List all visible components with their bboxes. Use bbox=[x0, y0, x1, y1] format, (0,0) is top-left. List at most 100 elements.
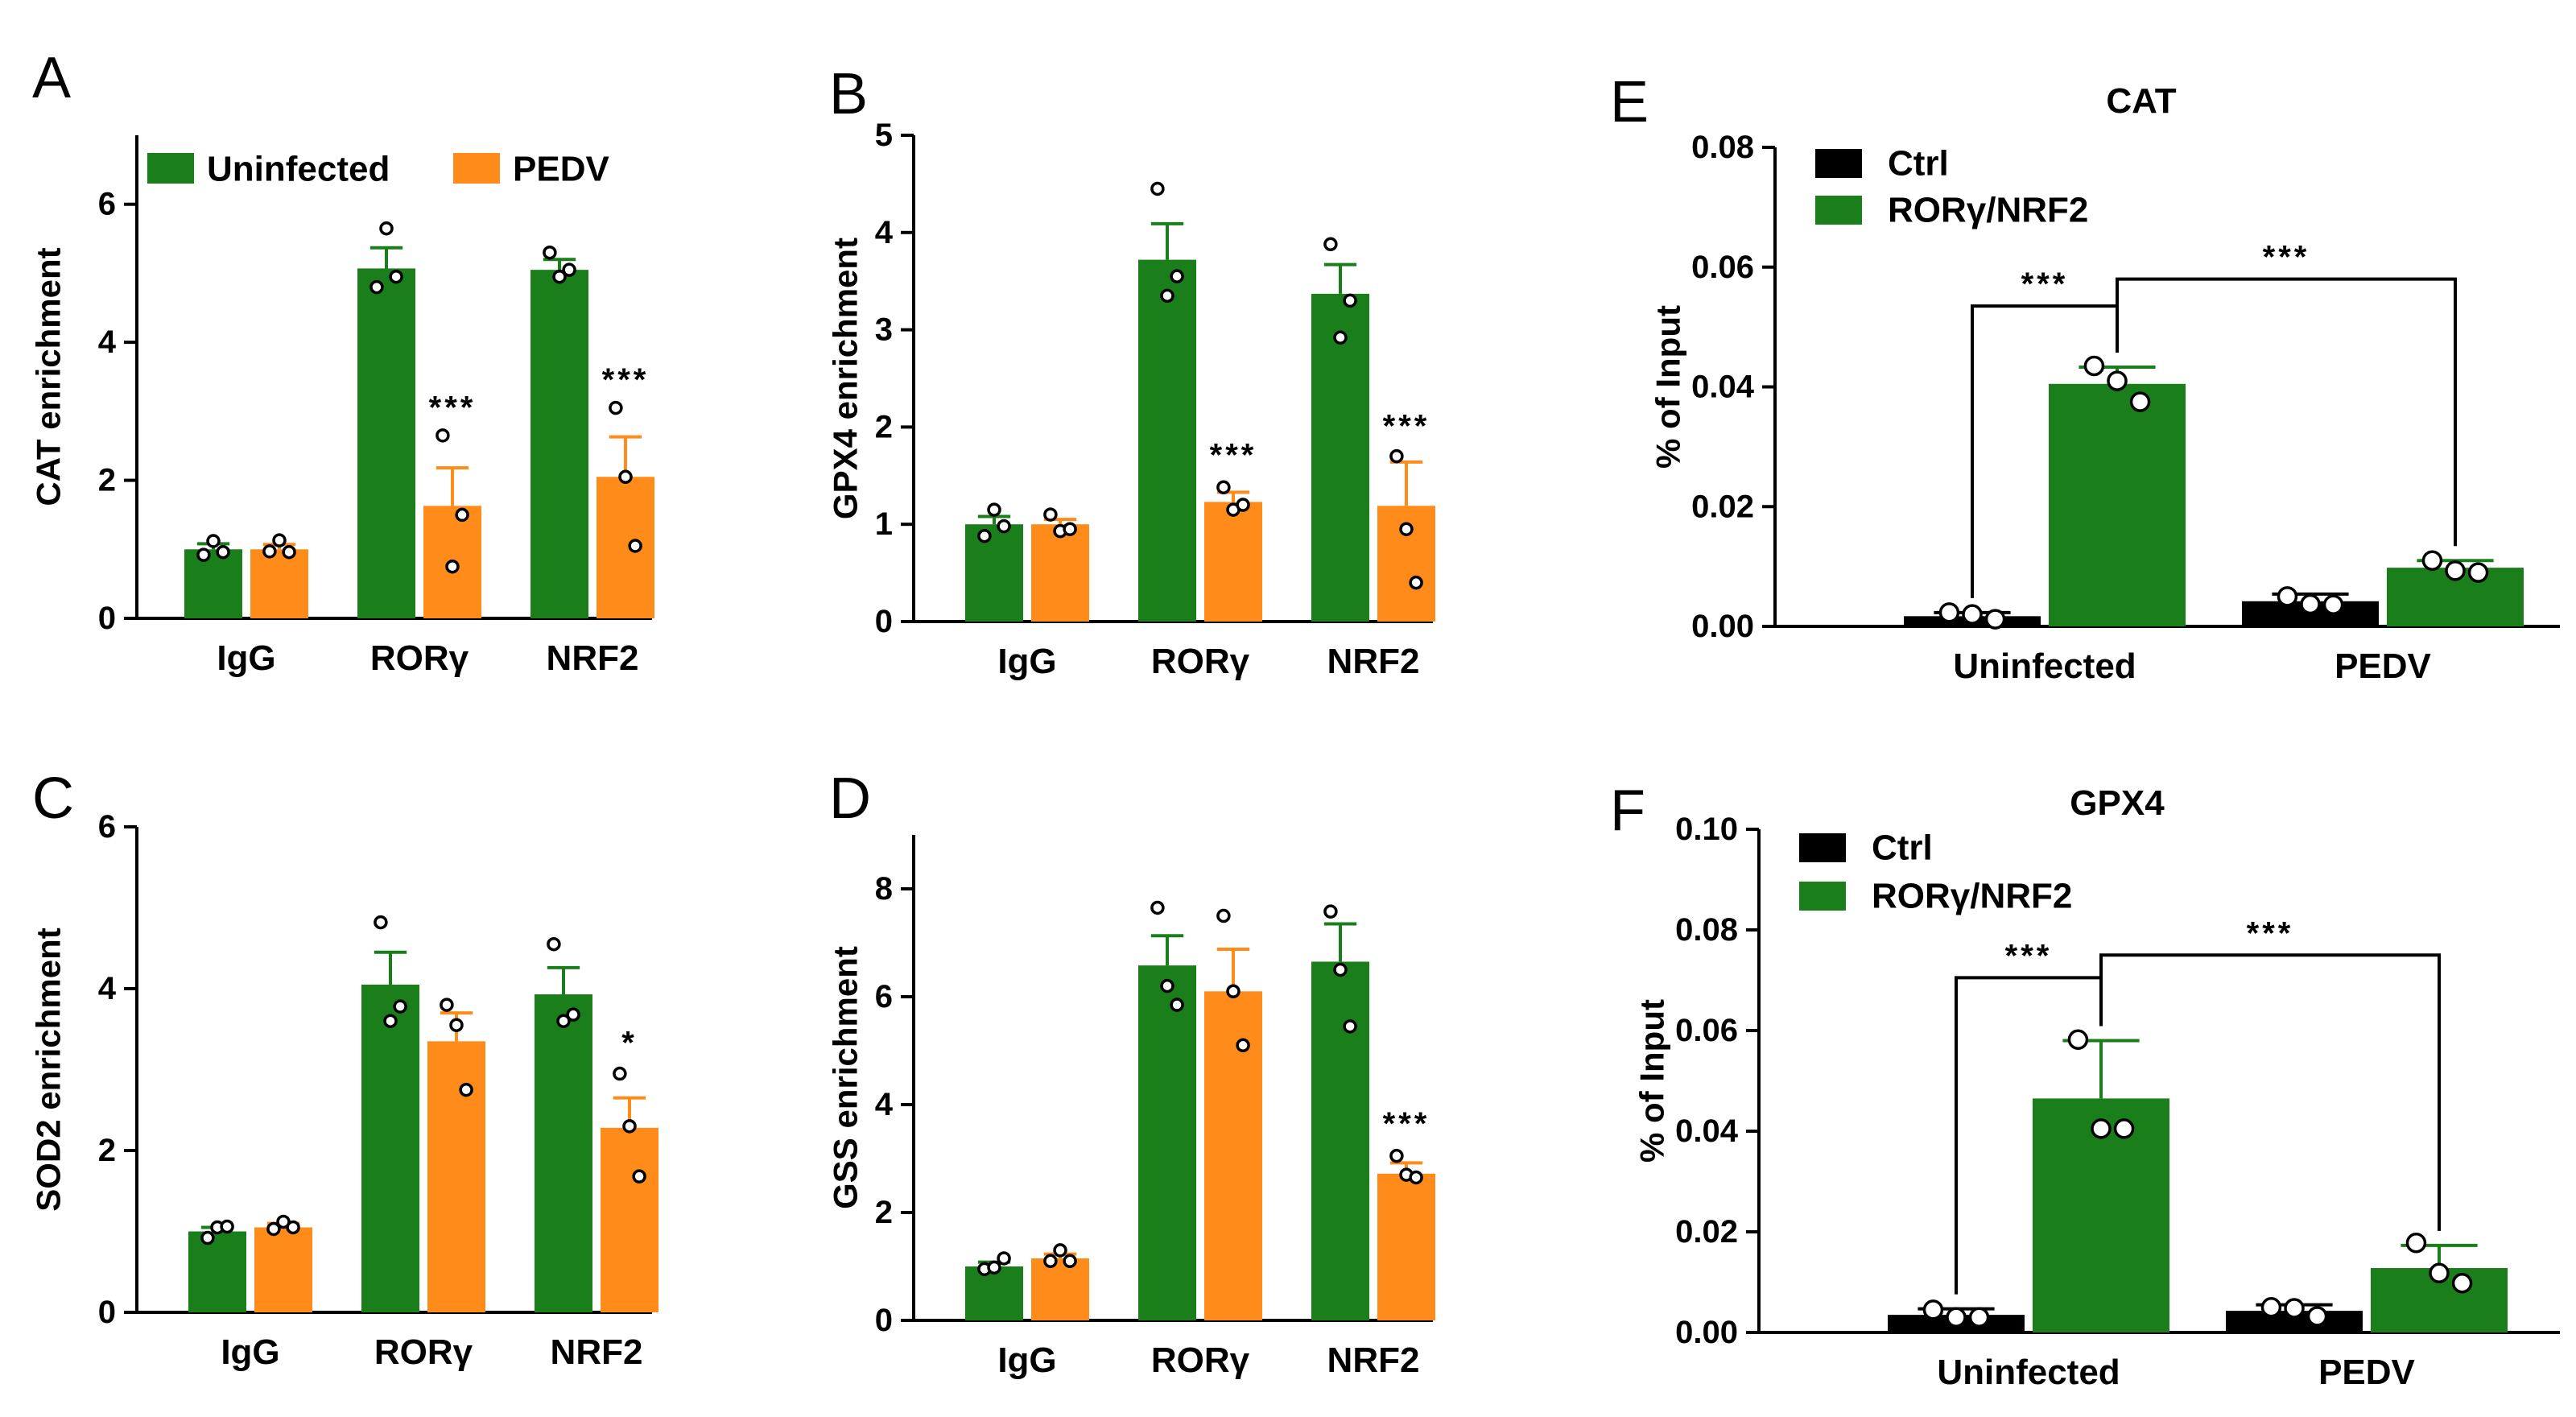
bar-pedv bbox=[1031, 524, 1089, 622]
y-tick-label: 6 bbox=[875, 979, 893, 1014]
significance-label: *** bbox=[429, 390, 477, 425]
bar-uninfected bbox=[1311, 293, 1369, 622]
x-tick-label: RORγ bbox=[1151, 642, 1250, 681]
x-tick-label: Uninfected bbox=[1953, 647, 2136, 686]
error-bar bbox=[1389, 460, 1423, 506]
data-point bbox=[1323, 904, 1338, 919]
bar-uninfected bbox=[965, 1266, 1023, 1320]
panel-letter: C bbox=[32, 766, 74, 831]
legend-label: RORγ/NRF2 bbox=[1888, 191, 2088, 230]
y-tick-label: 0.06 bbox=[1691, 250, 1754, 285]
data-point bbox=[2260, 1297, 2282, 1318]
bar-uninfected bbox=[530, 270, 588, 618]
data-point bbox=[609, 400, 623, 415]
y-tick-label: 0.04 bbox=[1675, 1113, 1739, 1149]
data-point bbox=[987, 1260, 1001, 1275]
data-point bbox=[459, 1082, 473, 1097]
data-point bbox=[1216, 480, 1231, 495]
data-point bbox=[1333, 330, 1348, 345]
data-point bbox=[1043, 507, 1058, 522]
data-point bbox=[220, 1219, 234, 1234]
y-tick-label: 0.00 bbox=[1675, 1315, 1738, 1350]
x-tick-label: IgG bbox=[997, 642, 1056, 681]
data-point bbox=[566, 1007, 580, 1022]
data-point bbox=[200, 1230, 215, 1246]
data-point bbox=[2306, 1306, 2328, 1327]
data-point bbox=[379, 221, 394, 236]
data-point bbox=[2113, 1118, 2135, 1139]
data-point bbox=[1922, 1299, 1944, 1320]
y-tick-label: 4 bbox=[875, 215, 894, 250]
data-point bbox=[1399, 522, 1414, 536]
y-tick-label: 0 bbox=[98, 1295, 116, 1330]
y-tick-label: 4 bbox=[98, 971, 117, 1006]
data-point bbox=[562, 262, 576, 277]
panel-letter: A bbox=[32, 46, 71, 110]
data-point bbox=[2421, 550, 2443, 571]
data-point bbox=[1150, 181, 1165, 196]
data-point bbox=[1170, 998, 1184, 1012]
panel-letter: E bbox=[1610, 70, 1649, 134]
data-point bbox=[1323, 237, 1338, 252]
significance-bracket bbox=[2099, 953, 2441, 1231]
y-tick-label: 0.10 bbox=[1675, 812, 1738, 847]
bar-uninfected bbox=[1311, 961, 1369, 1320]
y-axis-label: GSS enrichment bbox=[827, 946, 865, 1209]
chart-panel-b: B 0 1 2 3 4 5 GPX4 enrichment IgG RORγ NRF2 *** *** bbox=[827, 62, 1435, 681]
y-tick-label: 0.02 bbox=[1691, 489, 1754, 524]
significance-label: *** bbox=[2247, 915, 2294, 951]
x-tick-label: IgG bbox=[997, 1341, 1056, 1380]
legend-swatch bbox=[1815, 196, 1862, 225]
data-point bbox=[1043, 1254, 1058, 1269]
bar-uninfected bbox=[184, 549, 242, 618]
y-tick-label: 0.02 bbox=[1675, 1214, 1738, 1250]
y-tick-label: 0.08 bbox=[1691, 130, 1754, 165]
x-tick-label: RORγ bbox=[374, 1332, 473, 1372]
data-point bbox=[2405, 1233, 2427, 1254]
data-point bbox=[262, 544, 277, 559]
bar-uninfected bbox=[1138, 259, 1196, 622]
data-point bbox=[2083, 355, 2105, 377]
data-point bbox=[1389, 1148, 1404, 1163]
data-point bbox=[1389, 448, 1404, 464]
data-point bbox=[2129, 391, 2151, 412]
data-point bbox=[1063, 522, 1077, 536]
significance-label: * bbox=[621, 1025, 638, 1060]
data-point bbox=[369, 279, 384, 295]
y-tick-label: 4 bbox=[98, 324, 117, 360]
data-point bbox=[440, 998, 454, 1012]
panel-title: GPX4 bbox=[2070, 783, 2165, 823]
bar-uninfected bbox=[188, 1231, 246, 1312]
y-tick-label: 6 bbox=[98, 809, 116, 845]
data-point bbox=[206, 534, 221, 548]
data-point bbox=[997, 1251, 1011, 1266]
data-point bbox=[556, 1014, 571, 1028]
data-point bbox=[2107, 370, 2128, 391]
y-tick-label: 2 bbox=[98, 1133, 116, 1168]
bar-pedv bbox=[1031, 1258, 1089, 1320]
bar-pedv bbox=[250, 549, 308, 618]
data-point bbox=[632, 1169, 646, 1184]
y-tick-label: 6 bbox=[98, 187, 116, 222]
chart-panel-d: D 0 2 4 6 8 GSS enrichment IgG RORγ NRF2 *** bbox=[827, 766, 1435, 1380]
data-point bbox=[1343, 1019, 1357, 1034]
data-point bbox=[286, 1220, 300, 1235]
data-point bbox=[2322, 594, 2344, 615]
data-point bbox=[389, 269, 403, 284]
error-bar bbox=[547, 965, 580, 995]
data-point bbox=[2091, 1118, 2112, 1139]
significance-label: *** bbox=[602, 362, 650, 398]
bar-pedv bbox=[1204, 991, 1262, 1320]
legend-swatch bbox=[453, 153, 500, 184]
data-point bbox=[2429, 1262, 2450, 1283]
y-tick-label: 0 bbox=[875, 1303, 893, 1338]
significance-label: *** bbox=[1383, 1106, 1430, 1142]
data-point bbox=[1236, 1038, 1250, 1053]
data-point bbox=[2445, 560, 2466, 581]
error-bar bbox=[1150, 934, 1184, 966]
x-tick-label: NRF2 bbox=[1327, 642, 1420, 681]
legend-swatch bbox=[1799, 882, 1846, 911]
data-point bbox=[455, 507, 469, 523]
bar-uninfected bbox=[965, 524, 1023, 622]
data-point bbox=[552, 269, 567, 284]
